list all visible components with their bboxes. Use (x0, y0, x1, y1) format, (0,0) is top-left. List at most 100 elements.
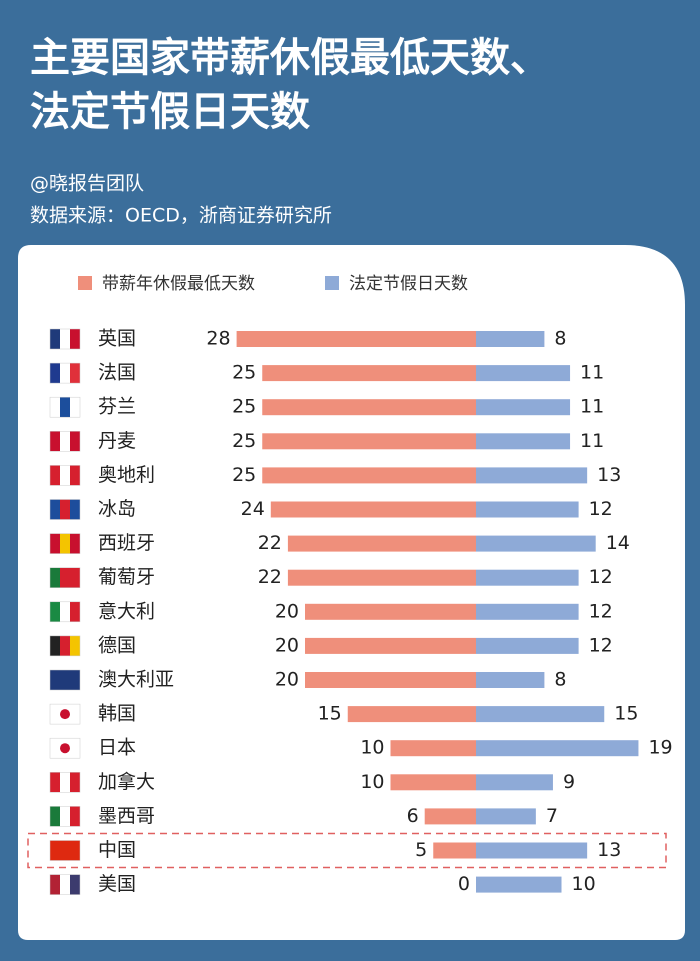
bar (476, 637, 579, 654)
flag (60, 670, 70, 690)
value-label: 13 (597, 839, 621, 861)
value-label: 19 (648, 737, 672, 759)
title-line: 主要国家带薪休假最低天数、 (30, 35, 550, 81)
flag-border (49, 840, 81, 861)
bar (476, 467, 588, 484)
bar (262, 399, 476, 416)
flag (50, 363, 60, 384)
flag (60, 772, 70, 793)
bar (476, 842, 588, 859)
flag (60, 431, 70, 452)
flag (50, 329, 60, 349)
flag-border (49, 328, 81, 350)
value-label: 13 (597, 464, 621, 486)
category-label: 韩国 (98, 703, 136, 725)
flag (50, 704, 60, 725)
bar (347, 706, 476, 723)
flag (60, 709, 70, 720)
flag-border (49, 703, 81, 725)
value-label: 12 (589, 634, 613, 656)
bar (476, 808, 536, 825)
bar (270, 501, 476, 518)
value-label: 12 (589, 566, 613, 588)
value-label: 0 (458, 873, 470, 895)
flag (50, 533, 60, 554)
flag (50, 465, 60, 486)
flag (60, 635, 70, 656)
flag (70, 670, 80, 690)
flag-border (49, 533, 81, 554)
flag (70, 363, 80, 384)
flag (60, 840, 70, 861)
bar (476, 501, 579, 518)
category-label: 冰岛 (98, 498, 136, 520)
flag-border (49, 396, 81, 418)
bar (433, 842, 476, 859)
value-label: 25 (232, 362, 256, 384)
flag (70, 533, 80, 554)
bar (287, 535, 476, 552)
flag (50, 499, 60, 520)
value-label: 15 (318, 703, 342, 725)
category-label: 中国 (98, 839, 136, 861)
bar (424, 808, 476, 825)
bar (305, 672, 476, 688)
bar (262, 467, 476, 484)
value-label: 25 (232, 396, 256, 418)
value-label: 10 (360, 737, 384, 759)
flag (70, 806, 80, 827)
flag (60, 397, 70, 418)
flag (70, 431, 80, 452)
flag-border (49, 874, 81, 895)
category-label: 西班牙 (98, 532, 155, 554)
flag (60, 533, 70, 554)
flag (50, 806, 60, 827)
value-label: 25 (232, 430, 256, 452)
value-label: 12 (589, 498, 613, 520)
bar (476, 433, 571, 450)
flag (60, 465, 70, 486)
flag (70, 772, 80, 793)
value-label: 10 (360, 771, 384, 793)
value-label: 10 (572, 873, 596, 895)
flag-border (49, 772, 81, 793)
flag (70, 465, 80, 486)
flag (70, 397, 80, 418)
bar (305, 603, 476, 620)
flag (60, 499, 70, 520)
legend-swatch (325, 276, 339, 290)
author: @晓报告团队 (30, 173, 144, 195)
flag (70, 635, 80, 656)
category-label: 芬兰 (98, 396, 136, 418)
flag-border (49, 465, 81, 486)
bar (476, 706, 605, 723)
flag (60, 329, 70, 349)
bar (476, 672, 545, 688)
flag-border (49, 737, 81, 759)
flag (50, 670, 60, 690)
flag (60, 601, 70, 622)
flag (70, 601, 80, 622)
value-label: 20 (275, 600, 299, 622)
value-label: 28 (206, 328, 230, 350)
bar (390, 774, 476, 791)
flag (60, 874, 70, 895)
bar (476, 774, 553, 791)
flag-border (49, 669, 81, 691)
flag-border (49, 499, 81, 520)
flag (70, 329, 80, 349)
category-label: 加拿大 (98, 770, 155, 793)
bar (287, 569, 476, 586)
category-label: 丹麦 (98, 430, 136, 452)
flag (50, 397, 60, 418)
category-label: 德国 (98, 634, 136, 656)
flag (70, 874, 80, 895)
flag-border (49, 635, 81, 657)
flag (60, 567, 70, 588)
flag (70, 704, 80, 725)
title-line: 法定节假日天数 (30, 89, 310, 135)
category-label: 英国 (98, 328, 136, 350)
flag-border (49, 567, 81, 588)
